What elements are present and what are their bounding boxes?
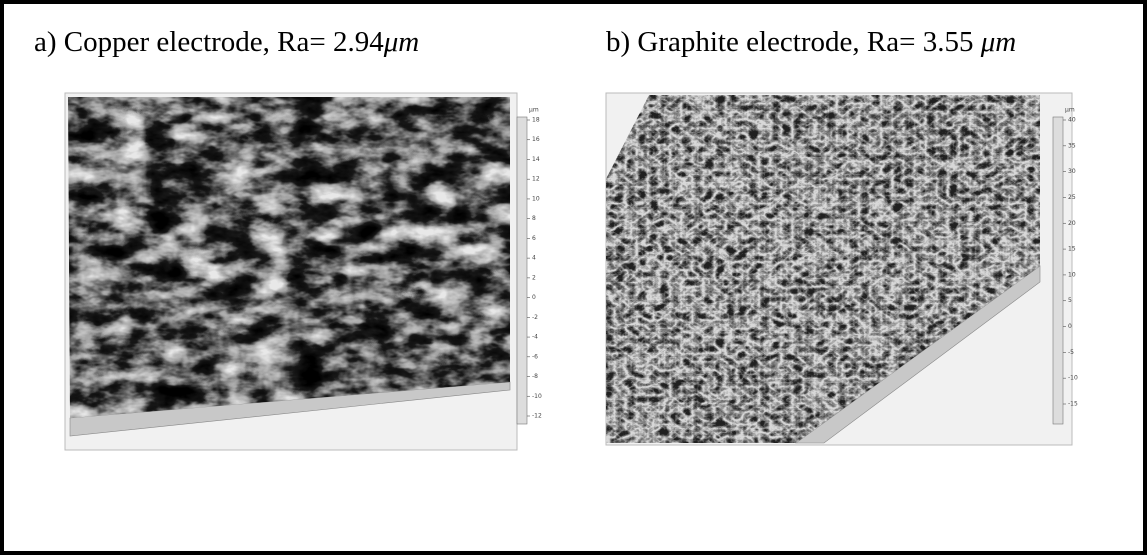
- scale-tick-label: 4: [532, 255, 536, 262]
- images: μm181614121086420-2-4-6-8-10-12μm4035302…: [4, 4, 1147, 555]
- scale-tick-label: 35: [1068, 142, 1076, 149]
- scale-tick-label: 25: [1068, 194, 1076, 201]
- scale-tick-label: -6: [532, 353, 538, 360]
- surface-copper: [64, 93, 514, 423]
- scale-tick-label: -10: [1068, 375, 1078, 382]
- scale-unit: μm: [529, 107, 539, 114]
- scale-tick-label: -4: [532, 334, 538, 341]
- scale-tick-label: 14: [532, 156, 540, 163]
- figure: a) Copper electrode, Ra= 2.94μm b) Graph…: [0, 0, 1147, 555]
- scale-tick-label: 6: [532, 235, 536, 242]
- scale-unit: μm: [1065, 107, 1075, 114]
- scale-tick-label: 12: [532, 176, 540, 183]
- color-scale: [1053, 117, 1063, 424]
- color-scale: [517, 117, 527, 424]
- scale-tick-label: -10: [532, 393, 542, 400]
- scale-tick-label: 30: [1068, 168, 1076, 175]
- scale-tick-label: 5: [1068, 297, 1072, 304]
- scale-tick-label: 0: [1068, 323, 1072, 330]
- scale-tick-label: 10: [532, 195, 540, 202]
- scale-tick-label: 8: [532, 215, 536, 222]
- scale-tick-label: 0: [532, 294, 536, 301]
- scale-tick-label: 16: [532, 136, 540, 143]
- scale-tick-label: 15: [1068, 246, 1076, 253]
- scale-tick-label: 18: [532, 117, 540, 124]
- scale-tick-label: -15: [1068, 401, 1078, 408]
- scale-tick-label: 20: [1068, 220, 1076, 227]
- scale-tick-label: 2: [532, 274, 536, 281]
- scale-tick-label: 10: [1068, 271, 1076, 278]
- scale-tick-label: -12: [532, 413, 542, 420]
- scale-tick-label: -2: [532, 314, 538, 321]
- scale-tick-label: -5: [1068, 349, 1074, 356]
- scale-tick-label: -8: [532, 373, 538, 380]
- scale-tick-label: 40: [1068, 117, 1076, 124]
